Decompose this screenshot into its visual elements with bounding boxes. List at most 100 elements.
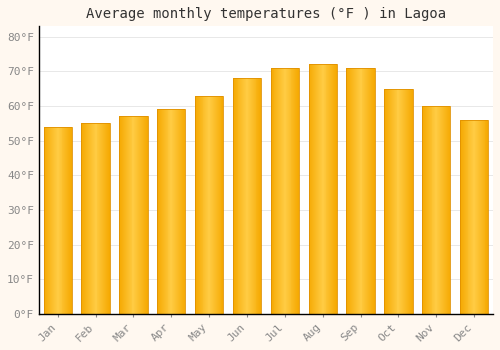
Bar [279,68,280,314]
Bar [46,127,48,314]
Bar [145,117,146,314]
Bar [84,123,85,314]
Bar [290,68,292,314]
Bar [252,78,254,314]
Bar [405,89,406,314]
Bar [432,106,434,314]
Bar [427,106,428,314]
Bar [423,106,424,314]
Bar [470,120,472,314]
Bar [139,117,140,314]
Bar [324,64,326,314]
Bar [308,64,310,314]
Bar [91,123,92,314]
Bar [134,117,136,314]
Bar [294,68,296,314]
Bar [249,78,250,314]
Bar [270,68,299,314]
Bar [270,68,272,314]
Bar [69,127,70,314]
Bar [146,117,148,314]
Bar [384,89,385,314]
Bar [354,68,355,314]
Bar [197,96,198,314]
Bar [92,123,94,314]
Bar [177,110,178,314]
Bar [50,127,51,314]
Bar [218,96,220,314]
Bar [216,96,218,314]
Bar [125,117,126,314]
Bar [215,96,216,314]
Bar [90,123,91,314]
Bar [349,68,350,314]
Bar [315,64,316,314]
Bar [282,68,283,314]
Bar [475,120,476,314]
Bar [124,117,125,314]
Bar [276,68,278,314]
Bar [460,120,488,314]
Bar [89,123,90,314]
Bar [281,68,282,314]
Bar [369,68,370,314]
Bar [122,117,123,314]
Bar [214,96,215,314]
Bar [426,106,427,314]
Bar [58,127,59,314]
Bar [108,123,109,314]
Bar [424,106,425,314]
Bar [468,120,469,314]
Bar [44,127,72,314]
Bar [356,68,357,314]
Bar [175,110,176,314]
Bar [210,96,211,314]
Bar [173,110,174,314]
Bar [220,96,222,314]
Bar [346,68,375,314]
Bar [107,123,108,314]
Bar [387,89,388,314]
Bar [258,78,260,314]
Bar [119,117,148,314]
Bar [480,120,481,314]
Bar [164,110,166,314]
Bar [244,78,245,314]
Bar [406,89,407,314]
Bar [348,68,349,314]
Bar [318,64,319,314]
Bar [310,64,312,314]
Bar [445,106,446,314]
Bar [462,120,463,314]
Bar [172,110,173,314]
Bar [390,89,391,314]
Bar [64,127,66,314]
Bar [441,106,442,314]
Bar [283,68,284,314]
Bar [136,117,137,314]
Bar [87,123,88,314]
Bar [308,64,337,314]
Bar [166,110,168,314]
Bar [85,123,86,314]
Bar [296,68,297,314]
Bar [144,117,145,314]
Bar [52,127,53,314]
Bar [482,120,484,314]
Bar [236,78,238,314]
Bar [473,120,474,314]
Bar [138,117,139,314]
Bar [67,127,68,314]
Bar [49,127,50,314]
Bar [408,89,409,314]
Bar [392,89,394,314]
Bar [254,78,256,314]
Bar [44,127,46,314]
Bar [233,78,261,314]
Bar [410,89,412,314]
Bar [409,89,410,314]
Bar [298,68,299,314]
Bar [55,127,56,314]
Bar [443,106,444,314]
Bar [402,89,403,314]
